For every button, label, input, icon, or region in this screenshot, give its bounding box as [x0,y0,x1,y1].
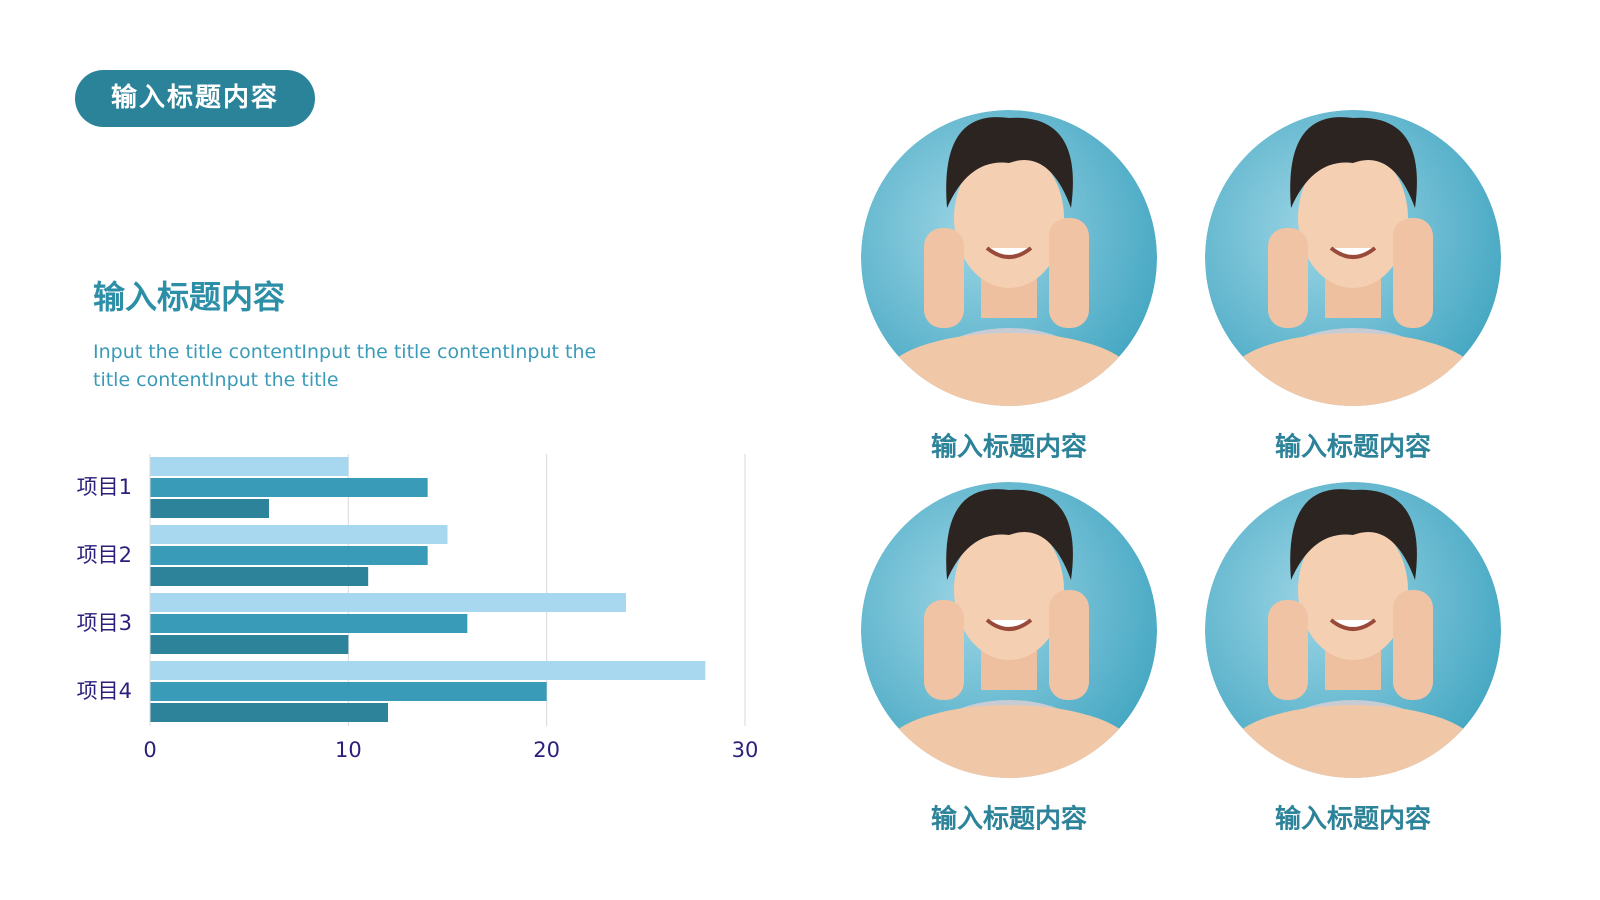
photo-caption: 输入标题内容 [931,804,1087,835]
hair [1290,489,1417,580]
bar [150,478,428,497]
face [1298,148,1408,288]
photo-content [861,482,1157,778]
face [1298,520,1408,660]
smile [1329,246,1377,259]
section-body: Input the title contentInput the title c… [93,341,597,391]
photo [861,482,1157,778]
x-tick-label: 20 [533,738,560,762]
bar [150,703,388,722]
photo-caption: 输入标题内容 [1275,432,1431,463]
bar [150,593,626,612]
photo-content [1205,482,1501,778]
smile [985,246,1033,259]
photo-content [861,110,1157,406]
hair [946,489,1073,580]
photo-caption: 输入标题内容 [931,432,1087,463]
hair [946,117,1073,208]
photo [1205,110,1501,406]
face [954,520,1064,660]
photo [861,110,1157,406]
hand-right [1393,590,1433,700]
y-tick-label: 项目4 [77,679,132,703]
hand-left [1268,600,1308,700]
hand-left [924,600,964,700]
hand-right [1393,218,1433,328]
header-title: 输入标题内容 [75,70,315,127]
photo-caption: 输入标题内容 [1275,804,1431,835]
bar [150,614,468,633]
bar [150,682,547,701]
hair [1290,117,1417,208]
bar [150,546,428,565]
hand-left [924,228,964,328]
section-title: 输入标题内容 [93,278,286,316]
photo [1205,482,1501,778]
y-tick-label: 项目2 [77,543,132,567]
bar [150,457,349,476]
photo-content [1205,110,1501,406]
hand-right [1049,590,1089,700]
bar [150,499,269,518]
y-tick-label: 项目1 [77,475,132,499]
bar [150,525,448,544]
hand-left [1268,228,1308,328]
hand-right [1049,218,1089,328]
shoulders [884,705,1134,778]
smile [1329,618,1377,631]
y-tick-label: 项目3 [77,611,132,635]
face [954,148,1064,288]
x-tick-label: 10 [335,738,362,762]
x-tick-label: 0 [143,738,156,762]
x-tick-label: 30 [732,738,759,762]
bar [150,567,369,586]
shoulders [1228,705,1478,778]
smile [985,618,1033,631]
bar [150,661,706,680]
bar [150,635,349,654]
shoulders [884,333,1134,406]
shoulders [1228,333,1478,406]
